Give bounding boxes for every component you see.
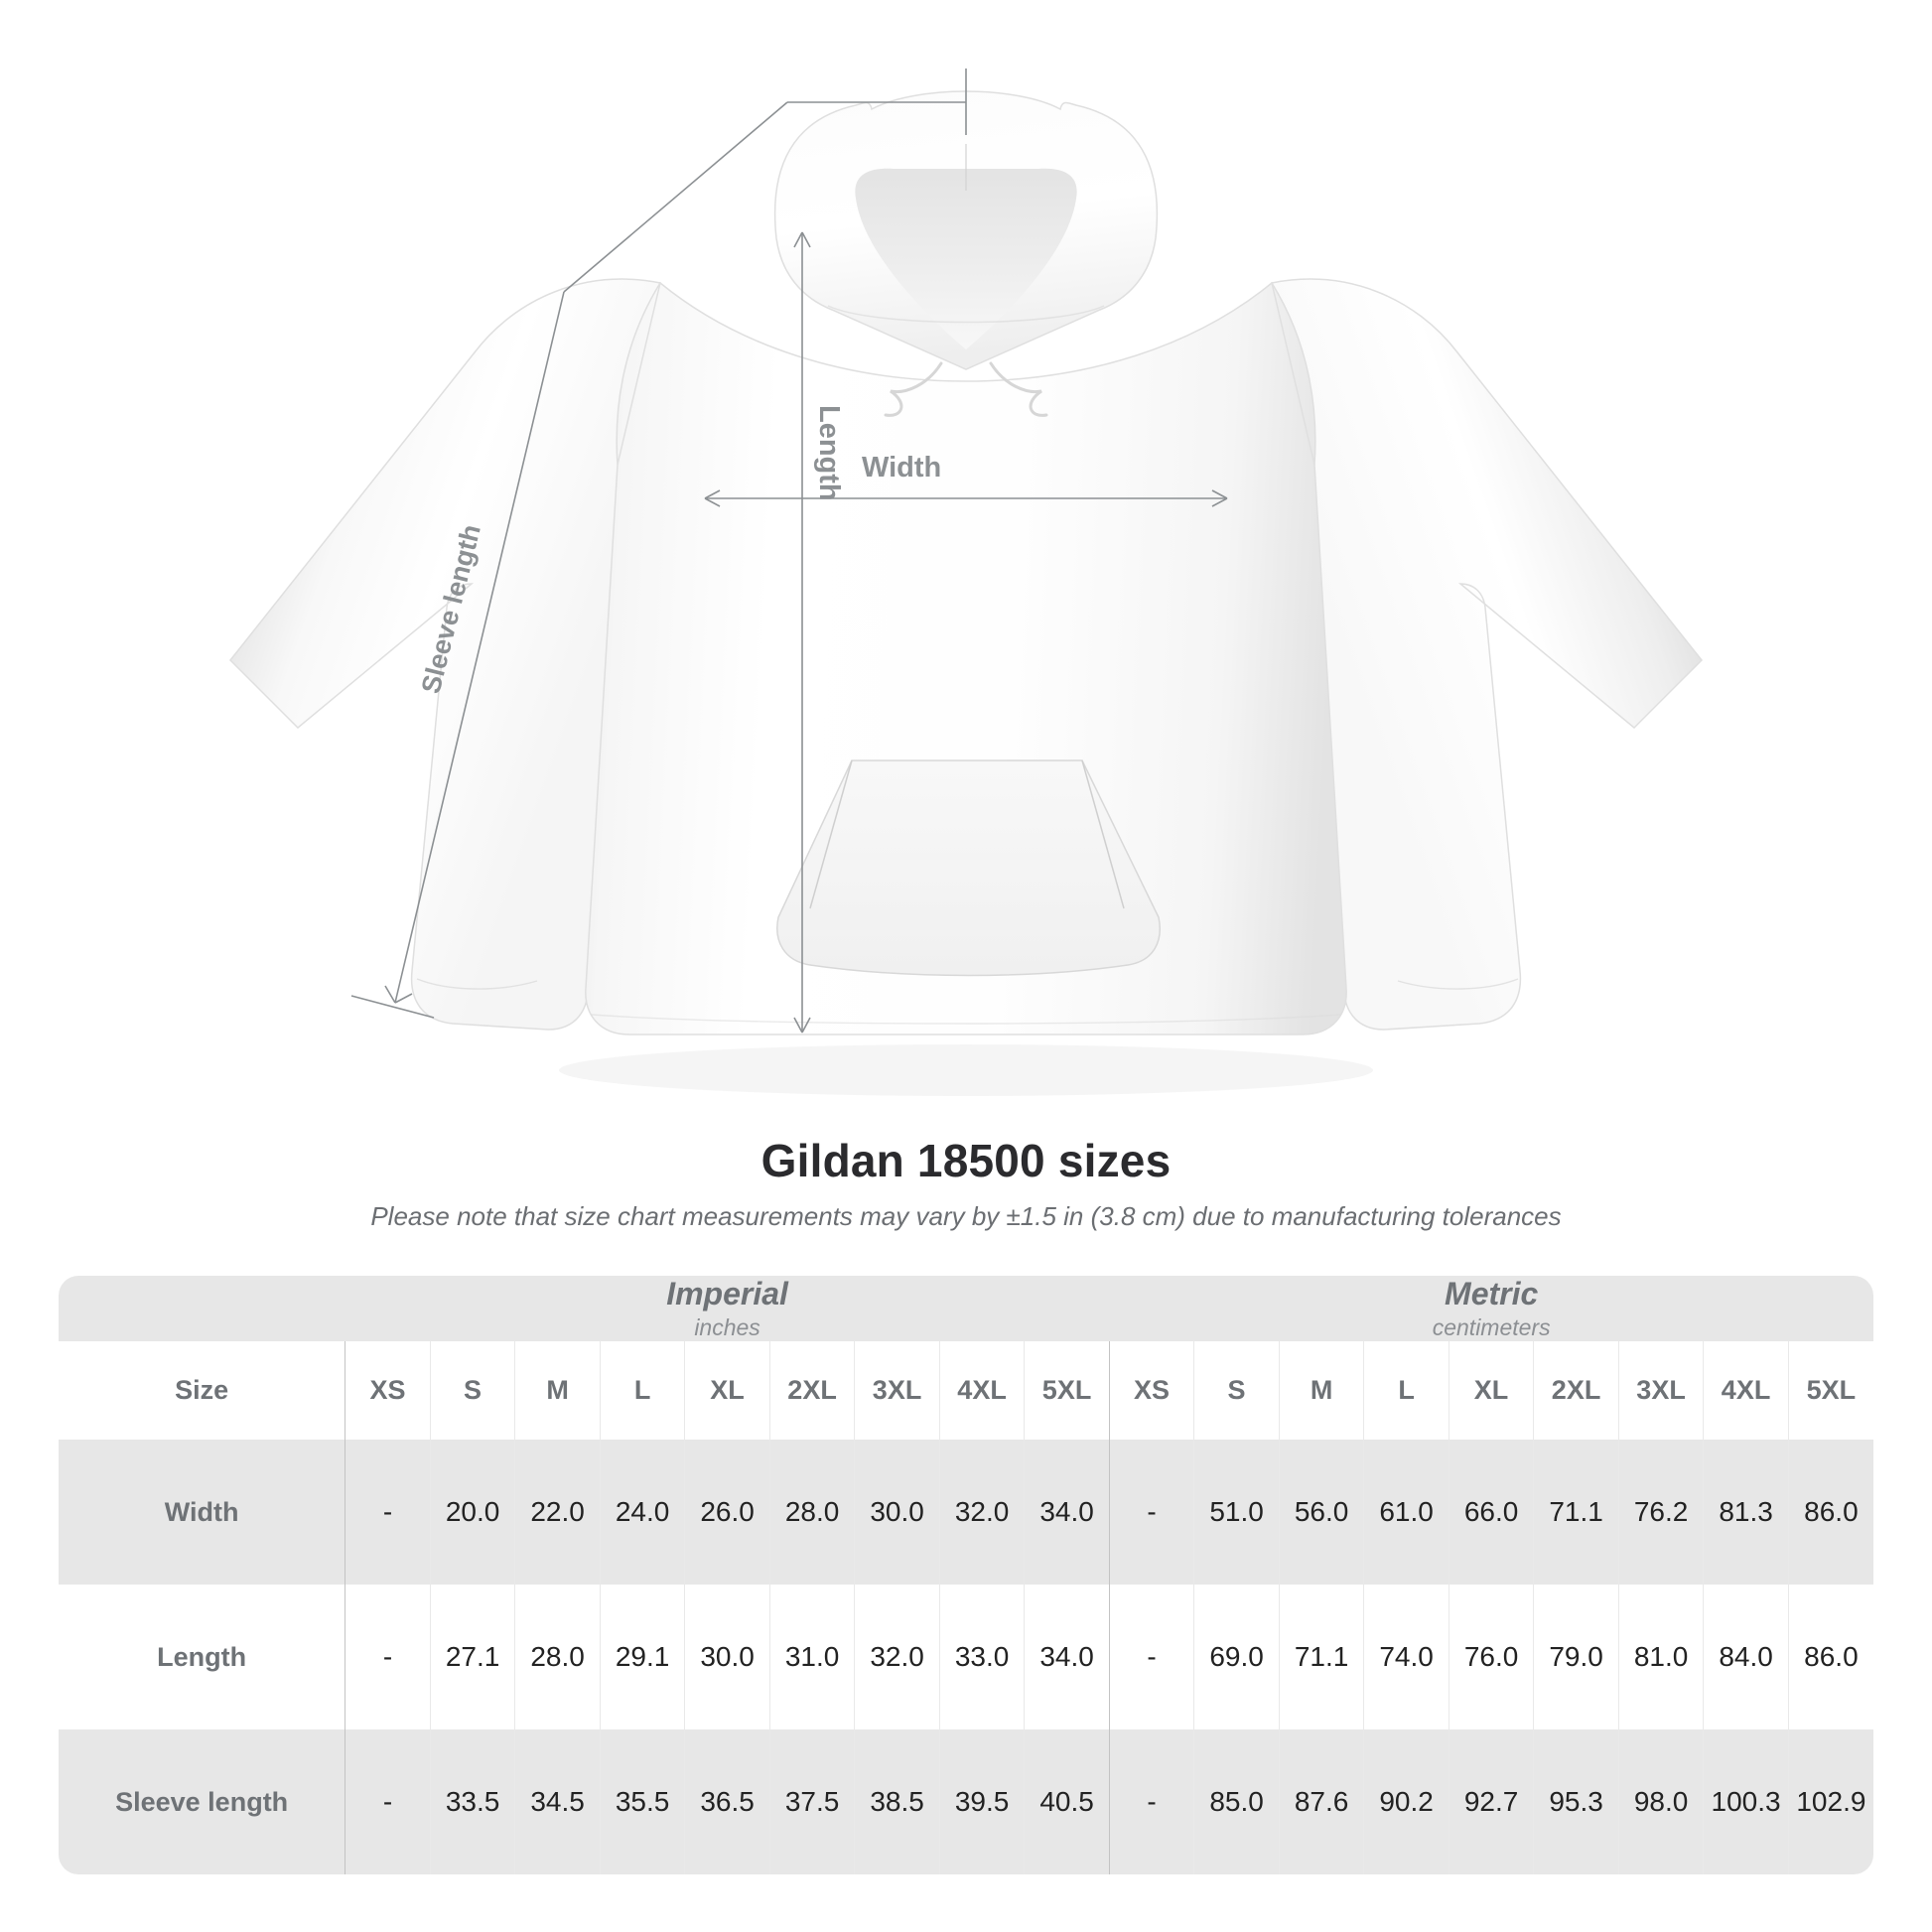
- svg-text:Sleeve length: Sleeve length: [416, 521, 486, 696]
- svg-text:Length: Length: [813, 405, 845, 501]
- svg-text:Width: Width: [862, 452, 941, 483]
